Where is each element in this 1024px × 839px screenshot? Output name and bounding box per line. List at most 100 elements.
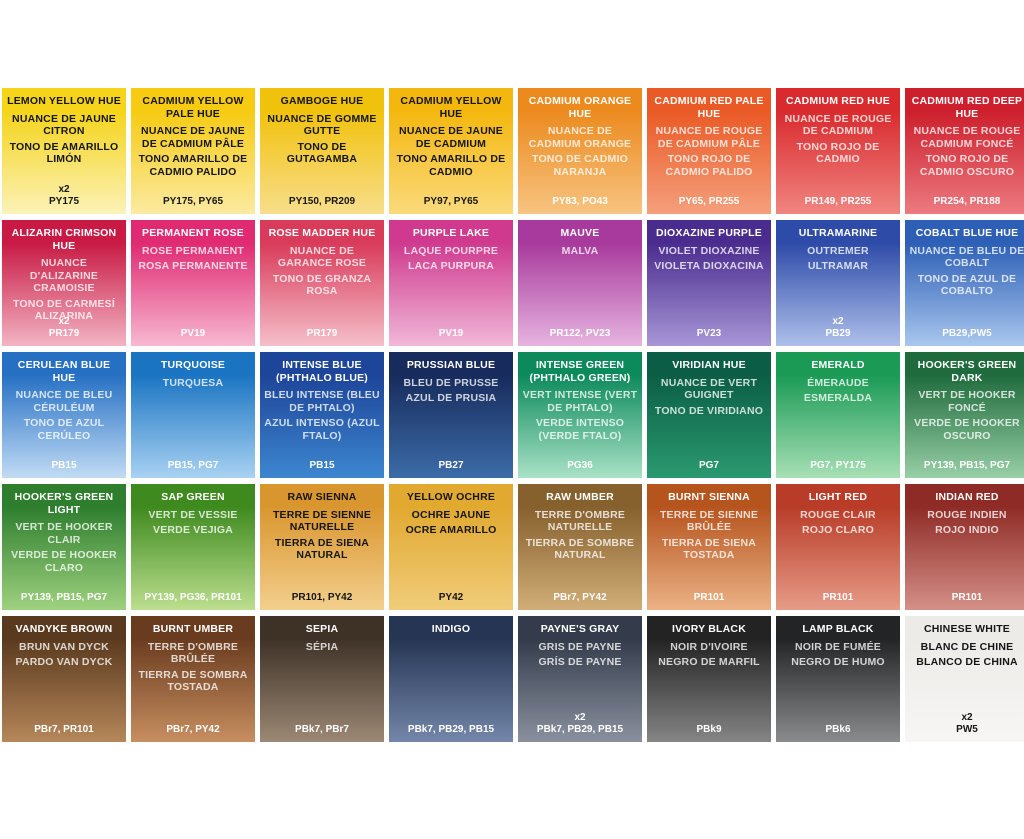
color-name-en: ULTRAMARINE (798, 227, 878, 239)
swatch-footer: PY150, PR209 (260, 196, 384, 208)
pigment-code: PR179 (48, 328, 80, 339)
pigment-code: PY65, PR255 (678, 196, 740, 207)
pigment-code: PG7, PY175 (810, 460, 866, 471)
color-name-es: TONO AMARILLO DE CADMIO (396, 153, 506, 178)
color-name-es: VIOLETA DIOXACINA (654, 260, 764, 272)
color-swatch-lamp-black: LAMP BLACK NOIR DE FUMÉE NEGRO DE HUMO P… (776, 616, 900, 742)
color-name-en: CERULEAN BLUE HUE (17, 359, 111, 384)
color-name-es: ULTRAMAR (807, 260, 869, 272)
color-swatch-chinese-white: CHINESE WHITE BLANC DE CHINE BLANCO DE C… (905, 616, 1024, 742)
swatch-footer: PR101 (776, 592, 900, 604)
swatch-footer: PBk7, PBr7 (260, 724, 384, 736)
pigment-code: PBk6 (825, 724, 851, 735)
color-name-es: TONO DE CADMIO NARANJA (532, 153, 628, 178)
color-swatch-raw-sienna: RAW SIENNA TERRE DE SIENNE NATURELLE TIE… (260, 484, 384, 610)
color-name-en: YELLOW OCHRE (406, 491, 496, 503)
pigment-code: PBr7, PY42 (166, 724, 220, 735)
color-name-es: TONO DE GRANZA ROSA (272, 272, 372, 298)
color-name-fr: VERT INTENSE (VERT DE PHTALO) (522, 389, 638, 414)
color-name-fr: TURQUESA (162, 376, 224, 389)
pigment-code: PG36 (567, 460, 593, 471)
color-name-en: INTENSE BLUE (PHTHALO BLUE) (275, 359, 369, 384)
pigment-code: PR254, PR188 (933, 196, 1001, 207)
color-name-es: OCRE AMARILLO (405, 524, 497, 536)
color-name-fr: NUANCE DE ROUGE DE CADMIUM PÂLE (655, 125, 763, 150)
color-name-fr: NUANCE DE CADMIUM ORANGE (528, 125, 632, 150)
color-name-en: SEPIA (305, 623, 339, 635)
color-name-fr: NUANCE DE GOMME GUTTE (267, 112, 377, 138)
swatch-footer: PB15 (260, 460, 384, 472)
color-name-en: CHINESE WHITE (923, 623, 1011, 635)
color-swatch-raw-umber: RAW UMBER TERRE D'OMBRE NATURELLE TIERRA… (518, 484, 642, 610)
color-name-es: NEGRO DE MARFIL (658, 656, 760, 668)
swatch-footer: PY139, PB15, PG7 (2, 592, 126, 604)
color-name-fr: NUANCE DE GARANCE ROSE (277, 244, 367, 270)
color-name-fr: VERT DE VESSIE (148, 508, 238, 521)
pigment-code: PY139, PB15, PG7 (20, 592, 108, 603)
color-name-es: VERDE VEJIGA (152, 524, 233, 536)
color-name-fr: NUANCE DE ROUGE CADMIUM FONCÉ (913, 125, 1021, 150)
color-name-en: RAW SIENNA (287, 491, 357, 503)
swatch-footer: PBr7, PR101 (2, 724, 126, 736)
pigment-code: PBr7, PY42 (553, 592, 607, 603)
color-name-es: TONO DE AZUL DE COBALTO (917, 272, 1017, 298)
color-name-fr: NUANCE DE BLEU DE COBALT (909, 244, 1024, 270)
color-swatch-sap-green: SAP GREEN VERT DE VESSIE VERDE VEJIGA PY… (131, 484, 255, 610)
quantity-label: x2 (832, 316, 844, 327)
swatch-footer: PV19 (131, 328, 255, 340)
color-swatch-sepia: SEPIA SÉPIA PBk7, PBr7 (260, 616, 384, 742)
swatch-footer: PY139, PB15, PG7 (905, 460, 1024, 472)
color-swatch-turquoise: TURQUOISE TURQUESA PB15, PG7 (131, 352, 255, 478)
color-name-fr: OUTREMER (807, 244, 869, 257)
color-swatch-hookers-green-light: HOOKER'S GREEN LIGHT VERT DE HOOKER CLAI… (2, 484, 126, 610)
pigment-code: PR101, PY42 (291, 592, 353, 603)
swatch-footer: PR101 (647, 592, 771, 604)
color-name-en: CADMIUM RED PALE HUE (654, 95, 764, 120)
swatch-footer: PB15 (2, 460, 126, 472)
swatch-footer: PV23 (647, 328, 771, 340)
color-swatch-indian-red: INDIAN RED ROUGE INDIEN ROJO INDIO PR101 (905, 484, 1024, 610)
color-name-en: INDIGO (431, 623, 471, 635)
color-name-fr: ROUGE CLAIR (800, 508, 876, 521)
swatch-footer: PBk7, PB29, PB15 (389, 724, 513, 736)
color-swatch-cadmium-orange-hue: CADMIUM ORANGE HUE NUANCE DE CADMIUM ORA… (518, 88, 642, 214)
color-swatch-cerulean-blue-hue: CERULEAN BLUE HUE NUANCE DE BLEU CÉRULÉU… (2, 352, 126, 478)
color-name-es: BLANCO DE CHINA (916, 656, 1018, 668)
color-name-es: TONO DE AMARILLO LIMÓN (9, 140, 119, 166)
pigment-code: PBk7, PB29, PB15 (536, 724, 624, 735)
color-name-en: GAMBOGE HUE (280, 95, 364, 107)
color-name-es: TONO DE AZUL CERÚLEO (23, 417, 105, 442)
pigment-code: PW5 (956, 724, 978, 735)
color-name-fr: ÉMERAUDE (807, 376, 869, 389)
color-swatch-prussian-blue: PRUSSIAN BLUE BLEU DE PRUSSE AZUL DE PRU… (389, 352, 513, 478)
color-name-en: BURNT SIENNA (668, 491, 750, 503)
color-name-en: SAP GREEN (161, 491, 225, 503)
pigment-code: PBk7, PBr7 (295, 724, 349, 735)
color-swatch-indigo: INDIGO PBk7, PB29, PB15 (389, 616, 513, 742)
color-swatch-mauve: MAUVE MALVA PR122, PV23 (518, 220, 642, 346)
color-name-fr: BLEU DE PRUSSE (403, 376, 499, 389)
color-name-es: TONO DE VIRIDIANO (654, 404, 764, 417)
pigment-code: PY175 (48, 196, 80, 207)
color-name-en: VIRIDIAN HUE (672, 359, 746, 371)
color-name-es: NEGRO DE HUMO (791, 656, 885, 668)
pigment-code: PBk7, PB29, PB15 (407, 724, 495, 735)
swatch-footer: PR179 (260, 328, 384, 340)
color-swatch-dioxazine-purple: DIOXAZINE PURPLE VIOLET DIOXAZINE VIOLET… (647, 220, 771, 346)
color-name-es: ROJO INDIO (935, 524, 999, 536)
color-name-en: CADMIUM RED HUE (786, 95, 890, 107)
color-name-en: ALIZARIN CRIMSON HUE (11, 227, 117, 252)
pigment-code: PV19 (438, 328, 464, 339)
pigment-code: PB29 (825, 328, 851, 339)
color-name-en: RAW UMBER (546, 491, 614, 503)
color-name-en: VANDYKE BROWN (15, 623, 113, 635)
color-name-en: EMERALD (811, 359, 865, 371)
swatch-footer: PBk9 (647, 724, 771, 736)
color-name-es: LACA PURPURA (407, 260, 494, 272)
swatch-footer: x2 PW5 (905, 712, 1024, 736)
color-name-es: ROSA PERMANENTE (138, 260, 248, 272)
color-name-es: TONO DE CARMESÍ ALIZARINA (13, 297, 115, 323)
swatch-footer: x2 PBk7, PB29, PB15 (518, 712, 642, 736)
color-swatch-cobalt-blue-hue: COBALT BLUE HUE NUANCE DE BLEU DE COBALT… (905, 220, 1024, 346)
color-swatch-cadmium-yellow-pale-hue: CADMIUM YELLOW PALE HUE NUANCE DE JAUNE … (131, 88, 255, 214)
